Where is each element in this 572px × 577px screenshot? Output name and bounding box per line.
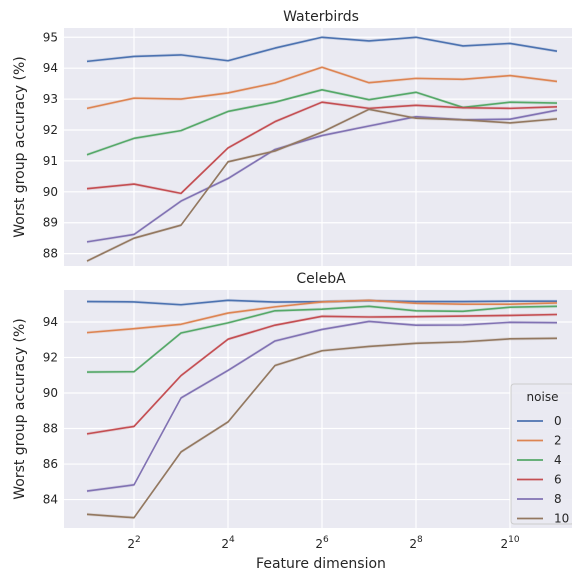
y-tick-label: 84 <box>43 493 58 507</box>
y-tick-label: 93 <box>43 92 58 106</box>
legend-label-10: 10 <box>554 512 569 526</box>
series-line-10 <box>86 108 558 262</box>
y-tick-label: 95 <box>43 30 58 44</box>
series-line-4 <box>86 305 558 373</box>
y-tick-label: 88 <box>43 422 58 436</box>
legend-label-4: 4 <box>554 453 562 467</box>
series-band-0 <box>87 35 557 63</box>
y-ticks-celeba: 84 86 88 90 92 94 <box>43 315 58 507</box>
series-line-8 <box>86 109 558 243</box>
y-tick-label: 94 <box>43 61 58 75</box>
x-axis-label: Feature dimension <box>256 556 386 572</box>
legend-box <box>510 383 572 525</box>
series-line-2 <box>86 299 558 334</box>
legend-label-6: 6 <box>554 473 562 487</box>
y-tick-label: 88 <box>43 247 58 261</box>
series-line-6 <box>86 101 558 195</box>
x-tick-label: 22 <box>127 535 140 551</box>
legend: noise 0 2 4 6 8 10 <box>510 383 572 526</box>
y-tick-label: 86 <box>43 457 58 471</box>
legend-label-0: 0 <box>554 414 562 428</box>
x-tick-label: 210 <box>500 535 519 551</box>
x-tick-label: 26 <box>315 535 329 551</box>
legend-title: noise <box>527 390 559 404</box>
y-tick-label: 92 <box>43 123 58 137</box>
y-axis-label-waterbirds: Worst group accuracy (%) <box>12 56 28 238</box>
series-line-4 <box>86 89 558 156</box>
series-line-10 <box>86 337 558 519</box>
series-celeba <box>86 298 558 520</box>
y-tick-label: 89 <box>43 216 58 230</box>
plot-area-celeba <box>64 290 572 528</box>
y-tick-label: 90 <box>43 386 58 400</box>
x-tick-label: 28 <box>409 535 423 551</box>
series-line-8 <box>86 320 558 492</box>
y-ticks-waterbirds: 88 89 90 91 92 93 94 95 <box>43 30 58 260</box>
y-axis-label-celeba: Worst group accuracy (%) <box>12 318 28 500</box>
y-tick-label: 90 <box>43 185 58 199</box>
series-line-6 <box>86 313 558 435</box>
y-tick-label: 92 <box>43 350 58 364</box>
panel-title-celeba: CelebA <box>296 271 346 287</box>
y-tick-label: 94 <box>43 315 58 329</box>
x-tick-label: 24 <box>221 535 235 551</box>
x-ticks-celeba: 22 24 26 28 210 <box>127 535 520 551</box>
series-line-2 <box>86 66 558 110</box>
legend-label-2: 2 <box>554 434 562 448</box>
y-tick-label: 91 <box>43 154 58 168</box>
series-waterbirds <box>86 35 558 263</box>
series-line-0 <box>86 36 558 63</box>
series-band-6 <box>87 312 557 436</box>
legend-label-8: 8 <box>554 492 562 506</box>
panel-title-waterbirds: Waterbirds <box>283 9 359 25</box>
